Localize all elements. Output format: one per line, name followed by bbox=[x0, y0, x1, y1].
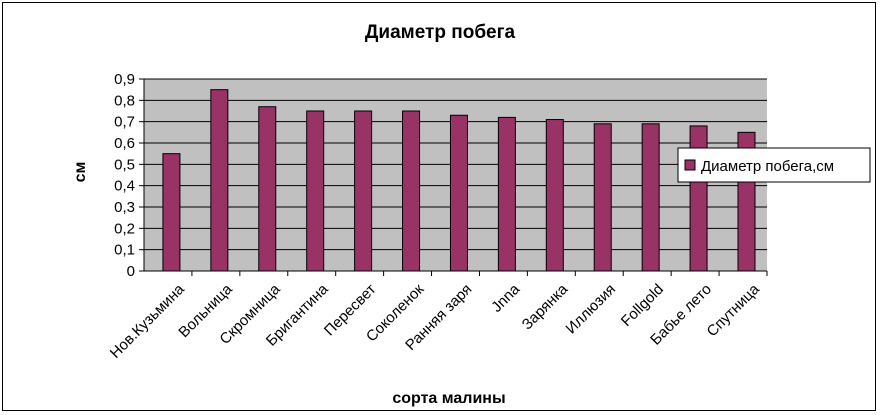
bar bbox=[641, 123, 660, 272]
y-tick-label: 0,8 bbox=[114, 92, 135, 109]
legend-swatch bbox=[684, 159, 696, 171]
x-tick-label: Спутница bbox=[704, 280, 764, 340]
x-tick-label: Follgold bbox=[618, 281, 667, 330]
y-tick-label: 0,5 bbox=[114, 156, 135, 173]
y-tick-label: 0,1 bbox=[114, 242, 135, 259]
x-tick-label: Иллюзия bbox=[563, 281, 620, 338]
bar bbox=[354, 110, 373, 272]
y-tick-label: 0,3 bbox=[114, 199, 135, 216]
bar bbox=[162, 153, 181, 272]
y-axis-title: см bbox=[72, 162, 89, 183]
bar bbox=[497, 116, 516, 272]
y-tick-label: 0,6 bbox=[114, 135, 135, 152]
x-axis-title: сорта малины bbox=[392, 390, 505, 407]
bar bbox=[402, 110, 421, 272]
x-tick-label: Нов.Кузьмина bbox=[107, 280, 188, 361]
y-tick-labels: 0 0,1 0,2 0,3 0,4 0,5 0,6 0,7 0,8 0,9 bbox=[114, 71, 144, 280]
bars bbox=[162, 89, 756, 272]
legend-label: Диаметр побега,см bbox=[701, 158, 834, 175]
bar bbox=[545, 119, 564, 272]
x-tick-label: Jnna bbox=[488, 280, 523, 315]
y-tick-label: 0,7 bbox=[114, 114, 135, 131]
bar bbox=[258, 106, 277, 272]
legend-box bbox=[677, 147, 871, 183]
y-tick-label: 0,9 bbox=[114, 71, 135, 88]
bar bbox=[449, 114, 468, 272]
chart-title: Диаметр побега bbox=[365, 22, 516, 43]
bar bbox=[210, 89, 229, 272]
y-tick-label: 0,2 bbox=[114, 220, 135, 237]
bar bbox=[306, 110, 325, 272]
legend: Диаметр побега,см bbox=[677, 147, 871, 183]
y-tick-label: 0 bbox=[127, 263, 135, 280]
y-tick-label: 0,4 bbox=[114, 178, 135, 195]
bar bbox=[593, 123, 612, 272]
x-tick-labels: Нов.КузьминаВольницаСкромницаБригантинаП… bbox=[107, 271, 768, 362]
